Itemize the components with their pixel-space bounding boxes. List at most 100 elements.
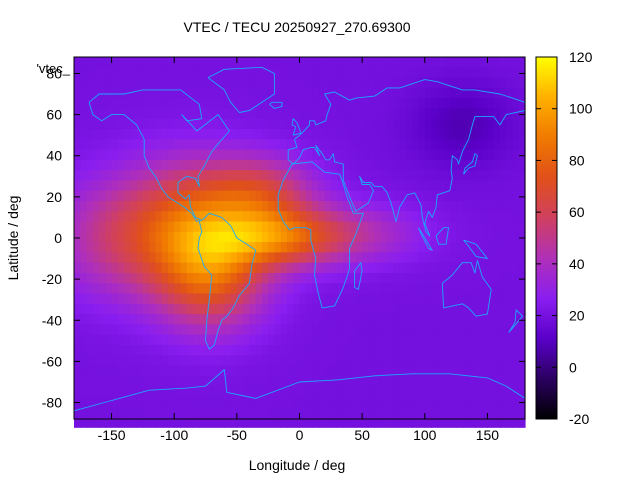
- heat-cell: [99, 396, 106, 408]
- heat-cell: [243, 293, 250, 305]
- heat-cell: [230, 314, 238, 325]
- heat-cell: [186, 67, 194, 79]
- heat-cell: [117, 344, 125, 356]
- heat-cell: [243, 324, 250, 336]
- heat-cell: [261, 406, 269, 418]
- heat-cell: [330, 365, 338, 377]
- heat-cell: [205, 139, 213, 151]
- heat-cell: [424, 87, 432, 99]
- heat-cell: [330, 211, 338, 223]
- heat-cell: [174, 108, 182, 120]
- heat-cell: [506, 365, 514, 377]
- heat-cell: [124, 190, 131, 202]
- heat-cell: [261, 355, 269, 367]
- heat-cell: [218, 200, 225, 212]
- heat-cell: [161, 314, 169, 325]
- heat-cell: [462, 406, 470, 418]
- coastline-madagascar: [354, 262, 363, 290]
- heat-cell: [92, 67, 100, 79]
- heat-cell: [443, 252, 451, 264]
- heat-cell: [305, 98, 313, 110]
- heat-cell: [456, 365, 463, 377]
- colorbar-tick-label: 20: [569, 308, 585, 324]
- heat-cell: [474, 108, 482, 120]
- heat-cell: [261, 221, 269, 233]
- heat-cell: [330, 396, 338, 408]
- heat-cell: [249, 324, 257, 336]
- heat-cell: [268, 355, 276, 367]
- heat-cell: [293, 98, 301, 110]
- heat-cell: [136, 242, 144, 253]
- heat-cell: [437, 67, 445, 79]
- heat-cell: [305, 211, 313, 223]
- heat-cell: [355, 303, 363, 315]
- heat-cell: [493, 98, 501, 110]
- heat-cell: [255, 416, 263, 428]
- heat-cell: [130, 314, 138, 325]
- heat-cell: [293, 375, 301, 387]
- heat-cell: [374, 416, 382, 428]
- heat-cell: [286, 334, 294, 346]
- heat-cell: [418, 406, 426, 418]
- heat-cell: [474, 87, 482, 99]
- heat-cell: [180, 98, 188, 110]
- heat-cell: [481, 128, 489, 140]
- heat-cell: [299, 262, 307, 274]
- heat-cell: [393, 283, 401, 295]
- heat-cell: [343, 139, 351, 151]
- heat-cell: [393, 355, 401, 367]
- heat-cell: [506, 118, 514, 130]
- heat-cell: [374, 365, 382, 377]
- heat-cell: [405, 211, 413, 223]
- heat-cell: [368, 67, 376, 79]
- heat-cell: [349, 57, 357, 68]
- heat-cell: [274, 334, 282, 346]
- heat-cell: [261, 118, 269, 130]
- heat-cell: [268, 77, 276, 89]
- heat-cell: [362, 252, 369, 264]
- heat-cell: [218, 211, 225, 223]
- heat-cell: [261, 396, 269, 408]
- heat-cell: [418, 262, 426, 274]
- heat-cell: [305, 334, 313, 346]
- heat-cell: [92, 200, 100, 212]
- heat-cell: [443, 303, 451, 315]
- heat-cell: [255, 159, 263, 171]
- heat-cell: [280, 242, 288, 253]
- heat-cell: [142, 283, 150, 295]
- heat-cell: [399, 283, 407, 295]
- heat-cell: [211, 272, 219, 284]
- heat-cell: [230, 128, 238, 140]
- heat-cell: [124, 262, 131, 274]
- heat-cell: [405, 355, 413, 367]
- heat-cell: [205, 211, 213, 223]
- heat-cell: [174, 211, 182, 223]
- heat-cell: [449, 128, 457, 140]
- heat-cell: [180, 108, 188, 120]
- heat-cell: [449, 344, 457, 356]
- heat-cell: [167, 242, 175, 253]
- heat-cell: [218, 303, 225, 315]
- heat-cell: [230, 396, 238, 408]
- heat-cell: [330, 314, 338, 325]
- heat-cell: [167, 334, 175, 346]
- heat-cell: [368, 190, 376, 202]
- heat-cell: [286, 355, 294, 367]
- heat-cell: [268, 128, 276, 140]
- heat-cell: [274, 139, 282, 151]
- heat-cell: [74, 375, 81, 387]
- heat-cell: [149, 416, 157, 428]
- heat-cell: [80, 406, 88, 418]
- heat-cell: [80, 416, 88, 428]
- heat-cell: [205, 118, 213, 130]
- heat-cell: [149, 262, 157, 274]
- heat-cell: [318, 355, 326, 367]
- heat-cell: [380, 303, 388, 315]
- heat-cell: [418, 128, 426, 140]
- heat-cell: [236, 303, 244, 315]
- heat-cell: [186, 87, 194, 99]
- heat-cell: [111, 98, 119, 110]
- heat-cell: [462, 128, 470, 140]
- heat-cell: [193, 293, 200, 305]
- heat-cell: [349, 355, 357, 367]
